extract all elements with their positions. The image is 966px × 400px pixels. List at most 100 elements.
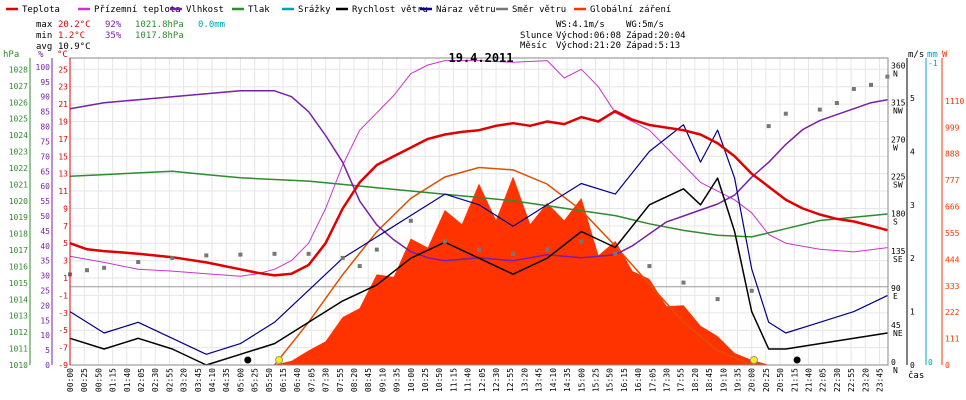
tick-label-humidity: 25 [40, 286, 50, 295]
wind-direction-point [442, 239, 447, 244]
tick-label-temperature: 7 [63, 222, 68, 231]
tick-label-time: 00:00 [66, 368, 75, 392]
tick-label-rain: 0 [928, 358, 933, 367]
tick-label-time: 02:05 [137, 368, 146, 392]
tick-label-time: 17:55 [677, 368, 686, 392]
tick-label-wind-speed: 4 [910, 147, 915, 156]
tick-label-direction: 315 [891, 98, 906, 107]
tick-label-wind-speed: 0 [910, 361, 915, 370]
tick-label-wind-speed: 5 [910, 94, 915, 103]
wind-direction-point [869, 82, 873, 87]
tick-label-time: 04:35 [222, 368, 231, 392]
wind-direction-point [613, 251, 618, 256]
tick-label-time: 00:50 [94, 368, 103, 392]
info-moon-set: Západ:5:13 [626, 41, 680, 51]
legend-label: Teplota [22, 5, 60, 15]
stat-avg-temp: 10.9°C [58, 42, 91, 52]
wind-direction-point [511, 251, 516, 256]
tick-label-humidity: 45 [40, 227, 50, 236]
tick-label-direction: 0 [891, 358, 896, 367]
stat-max-label: max [36, 20, 53, 30]
tick-label-time: 20:50 [776, 368, 785, 392]
tick-label-time: 17:05 [648, 368, 657, 392]
tick-label-wind-speed: 2 [910, 254, 915, 263]
series-pressure [69, 170, 888, 238]
tick-label-humidity: 30 [40, 272, 50, 281]
tick-label-time: 04:10 [208, 368, 217, 392]
series-humidity [69, 90, 888, 262]
tick-label-direction: 45 [891, 321, 901, 330]
tick-label-humidity: 85 [40, 108, 50, 117]
tick-label-humidity: 55 [40, 197, 50, 206]
wind-direction-point [834, 101, 839, 105]
tick-label-pressure: 1018 [9, 230, 28, 239]
axes: 1010101110121013101410151016101710181019… [9, 58, 964, 392]
sunrise-marker [275, 356, 284, 364]
tick-label-pressure: 1023 [9, 148, 28, 157]
info-wg: WG:5m/s [626, 20, 664, 30]
tick-label-direction-compass: E [893, 292, 898, 301]
wind-direction-point [545, 247, 550, 252]
stat-min-hum: 35% [105, 31, 122, 41]
tick-label-temperature: 11 [58, 187, 68, 196]
tick-label-radiation: 333 [945, 282, 960, 291]
stat-max-temp: 20.2°C [58, 20, 91, 30]
chart-title: 19.4.2011 [448, 51, 513, 65]
info-moon-label: Měsíc [520, 41, 547, 51]
tick-label-time: 22:05 [819, 368, 828, 392]
tick-label-pressure: 1024 [9, 131, 28, 140]
tick-label-time: 10:25 [421, 368, 430, 392]
wind-direction-point [102, 265, 107, 270]
tick-label-pressure: 1017 [9, 246, 28, 255]
tick-label-radiation: 222 [945, 308, 960, 317]
tick-label-direction: 135 [891, 247, 906, 256]
tick-label-radiation: 0 [945, 361, 950, 370]
tick-label-time: 20:25 [762, 368, 771, 392]
series-solar-clear-sky [273, 166, 752, 366]
tick-label-time: 16:40 [634, 368, 643, 392]
tick-label-pressure: 1012 [9, 328, 28, 337]
tick-label-time: 12:55 [506, 368, 515, 392]
wind-direction-point [374, 247, 379, 252]
wind-direction-point [783, 111, 788, 116]
tick-label-direction-compass: S [893, 218, 898, 227]
tick-label-pressure: 1010 [9, 361, 28, 370]
tick-label-time: 22:30 [833, 368, 842, 392]
tick-label-time: 21:40 [805, 368, 814, 392]
tick-label-temperature: -1 [58, 291, 68, 300]
unit-ms: m/s [908, 50, 924, 60]
unit-degc: °C [57, 50, 68, 60]
tick-label-pressure: 1016 [9, 262, 28, 271]
tick-label-time: 19:35 [734, 368, 743, 392]
tick-label-time: 06:40 [293, 368, 302, 392]
wind-direction-point [238, 252, 243, 257]
tick-label-temperature: 23 [58, 83, 68, 92]
tick-label-temperature: -3 [58, 309, 68, 318]
tick-label-time: 12:30 [492, 368, 501, 392]
tick-label-humidity: 60 [40, 182, 50, 191]
tick-label-temperature: 9 [63, 204, 68, 213]
tick-label-direction-compass: W [893, 144, 898, 153]
tick-label-time: 13:45 [535, 368, 544, 392]
wind-direction-point [170, 255, 175, 260]
tick-label-pressure: 1026 [9, 98, 28, 107]
tick-label-time: 16:15 [620, 368, 629, 392]
tick-label-wind-speed: 3 [910, 201, 915, 210]
wind-direction-point [477, 247, 481, 252]
wind-direction-point [817, 107, 822, 112]
tick-label-time: 03:20 [180, 368, 189, 392]
tick-label-humidity: 65 [40, 167, 50, 176]
tick-label-time: 05:50 [265, 368, 274, 392]
tick-label-humidity: 0 [45, 361, 50, 370]
tick-label-humidity: 20 [40, 301, 50, 310]
tick-label-radiation: 999 [945, 123, 960, 132]
tick-label-time: 09:10 [378, 368, 387, 392]
legend-label: Přízemní teplota [94, 5, 181, 15]
legend-label: Rychlost větru [352, 5, 428, 15]
tick-label-temperature: 1 [63, 274, 68, 283]
tick-label-radiation: 444 [945, 255, 960, 264]
tick-label-time: 07:30 [322, 368, 331, 392]
wind-direction-point [204, 253, 209, 258]
tick-label-radiation: 666 [945, 203, 960, 212]
sunset-marker [749, 356, 758, 364]
